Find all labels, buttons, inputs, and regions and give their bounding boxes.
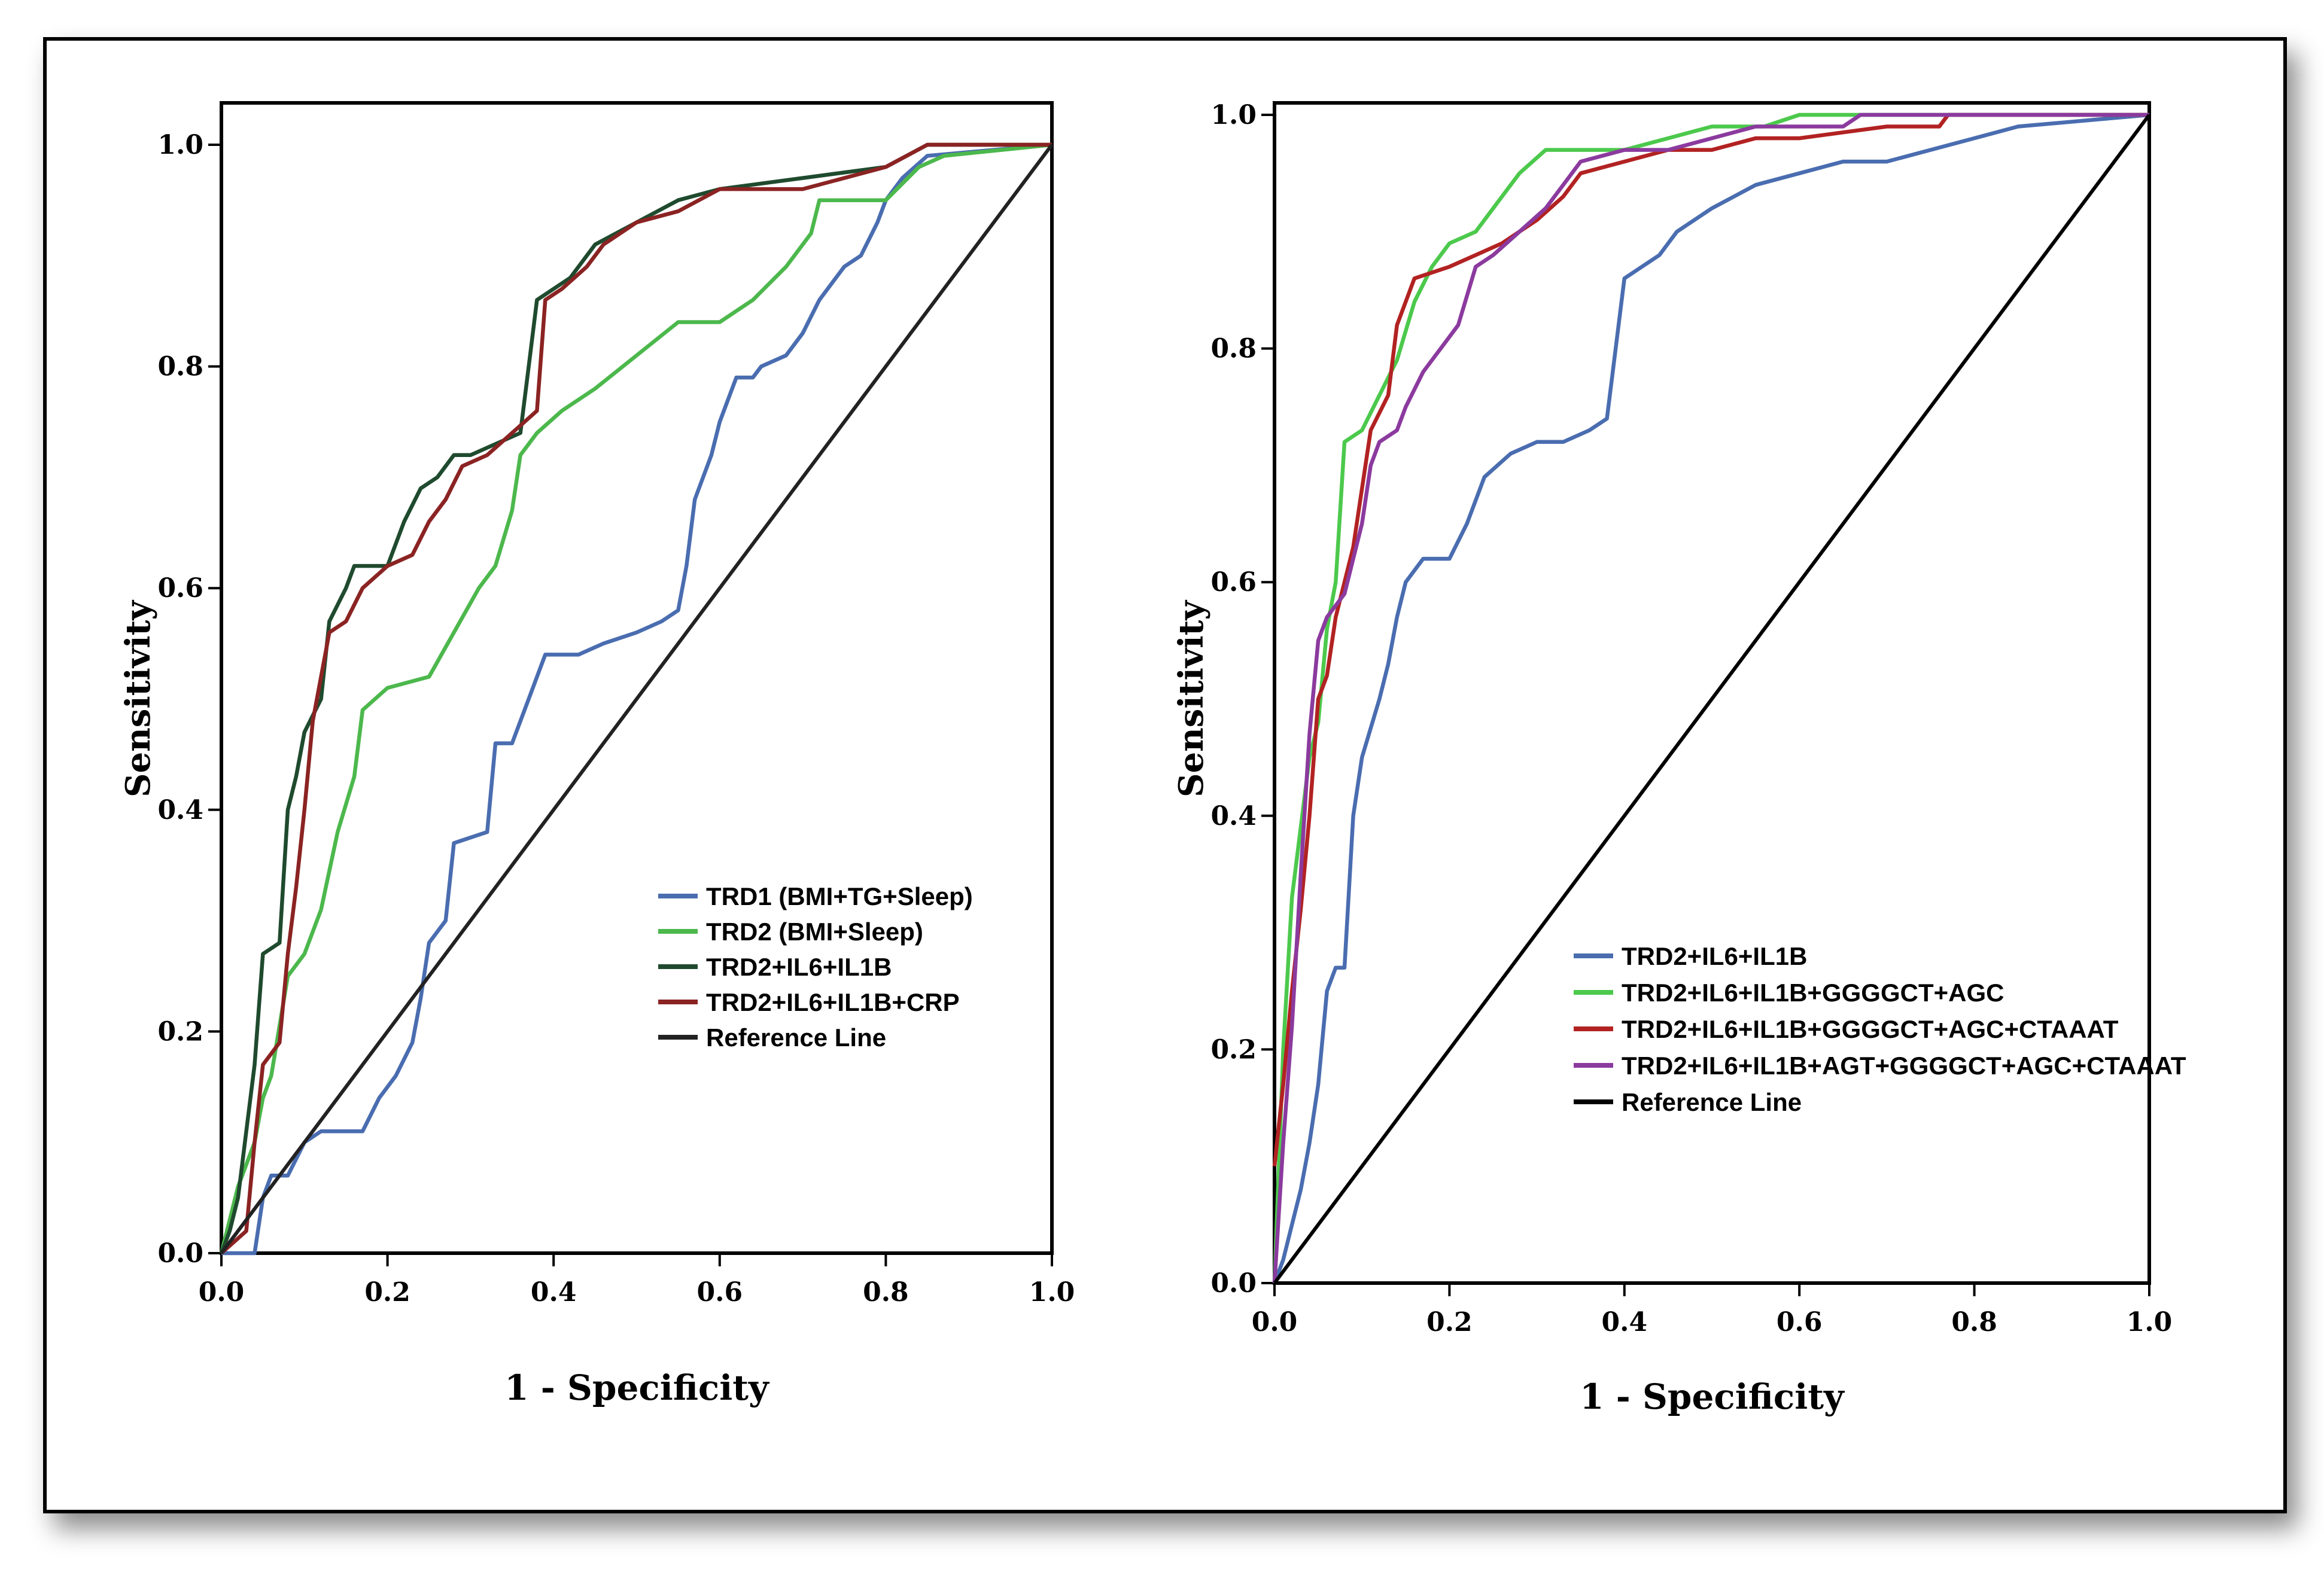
legend-label: TRD2+IL6+IL1B+GGGGCT+AGC+CTAAAT (1622, 1015, 2119, 1043)
x-tick-label: 0.6 (697, 1277, 743, 1308)
y-axis-label: Sensitivity (1172, 600, 1211, 797)
y-tick-label: 0.2 (1210, 1034, 1257, 1065)
y-axis-label: Sensitivity (118, 600, 158, 797)
x-axis-label: 1 - Specificity (1580, 1376, 1845, 1417)
x-tick-label: 0.0 (199, 1277, 245, 1308)
y-tick-label: 1.0 (157, 130, 203, 160)
roc-panel-left: 0.0 0.2 0.4 0.6 0.8 1.0 0.0 0.2 0.4 0.6 0.8 1.0 1 - … (118, 101, 1075, 1408)
y-tick-label: 1.0 (1210, 100, 1257, 130)
x-tick-label: 0.0 (1252, 1307, 1298, 1338)
reference-line (1273, 114, 2151, 1284)
y-tick-label: 0.2 (157, 1016, 203, 1047)
y-tick-label: 0.0 (1210, 1268, 1257, 1299)
legend-label: Reference Line (1622, 1088, 1802, 1116)
x-tick-label: 1.0 (2127, 1307, 2173, 1338)
series-line-2 (219, 142, 1052, 1254)
x-tick-label: 0.2 (1426, 1307, 1473, 1338)
y-tick-label: 0.4 (1210, 801, 1257, 831)
x-tick-label: 0.8 (1951, 1307, 1997, 1338)
legend-label: TRD2+IL6+IL1B (706, 953, 892, 981)
series-line-0 (1272, 112, 2150, 1284)
x-tick-label: 0.6 (1777, 1307, 1823, 1338)
y-tick-label: 0.6 (1210, 567, 1257, 598)
x-tick-label: 0.4 (531, 1277, 577, 1308)
roc-panel-right: 0.0 0.2 0.4 0.6 0.8 1.0 0.0 0.2 0.4 0.6 0.8 1.0 1 - … (1172, 100, 2186, 1417)
legend-label: TRD2+IL6+IL1B (1622, 942, 1807, 970)
reference-line (220, 144, 1054, 1254)
legend-label: TRD1 (BMI+TG+Sleep) (706, 882, 973, 910)
y-tick-label: 0.8 (1210, 334, 1257, 364)
y-tick-label: 0.4 (157, 795, 203, 825)
legend-label: TRD2 (BMI+Sleep) (706, 918, 923, 946)
plot-border (220, 101, 1054, 1255)
y-tick-label: 0.0 (157, 1238, 203, 1269)
y-tick-label: 0.6 (157, 573, 203, 604)
y-tick-label: 0.8 (157, 352, 203, 382)
series-line-3 (1272, 112, 2149, 1284)
legend-label: TRD2+IL6+IL1B+AGT+GGGGCT+AGC+CTAAAT (1622, 1052, 2186, 1080)
series-line-3 (220, 142, 1052, 1255)
legend-label: TRD2+IL6+IL1B+CRP (706, 988, 960, 1016)
series-line-2 (1272, 112, 2149, 1167)
legend-label: TRD2+IL6+IL1B+GGGGCT+AGC (1622, 979, 2004, 1007)
series-line-0 (221, 142, 1053, 1256)
x-tick-label: 0.2 (364, 1277, 410, 1308)
x-tick-label: 0.8 (863, 1277, 909, 1308)
x-tick-label: 0.4 (1602, 1307, 1648, 1338)
x-axis-label: 1 - Specificity (504, 1367, 770, 1408)
x-tick-label: 1.0 (1029, 1277, 1075, 1308)
figure-frame (43, 37, 2287, 1513)
plot-border (1273, 101, 2151, 1285)
legend-label: Reference Line (706, 1023, 886, 1052)
